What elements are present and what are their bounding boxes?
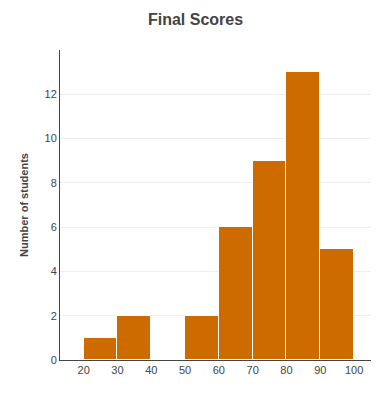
svg-text:70: 70 — [247, 364, 259, 376]
svg-text:40: 40 — [145, 364, 157, 376]
svg-text:20: 20 — [78, 364, 90, 376]
svg-text:30: 30 — [111, 364, 123, 376]
svg-text:8: 8 — [51, 177, 57, 189]
svg-text:Final Scores: Final Scores — [148, 11, 243, 28]
svg-text:80: 80 — [280, 364, 292, 376]
svg-text:12: 12 — [45, 88, 57, 100]
svg-text:60: 60 — [213, 364, 225, 376]
svg-text:Number of students: Number of students — [18, 153, 30, 257]
svg-text:10: 10 — [45, 132, 57, 144]
svg-text:0: 0 — [51, 354, 57, 366]
svg-text:4: 4 — [51, 265, 57, 277]
svg-text:50: 50 — [179, 364, 191, 376]
svg-text:100: 100 — [345, 364, 363, 376]
svg-text:90: 90 — [314, 364, 326, 376]
svg-text:2: 2 — [51, 310, 57, 322]
svg-text:6: 6 — [51, 221, 57, 233]
